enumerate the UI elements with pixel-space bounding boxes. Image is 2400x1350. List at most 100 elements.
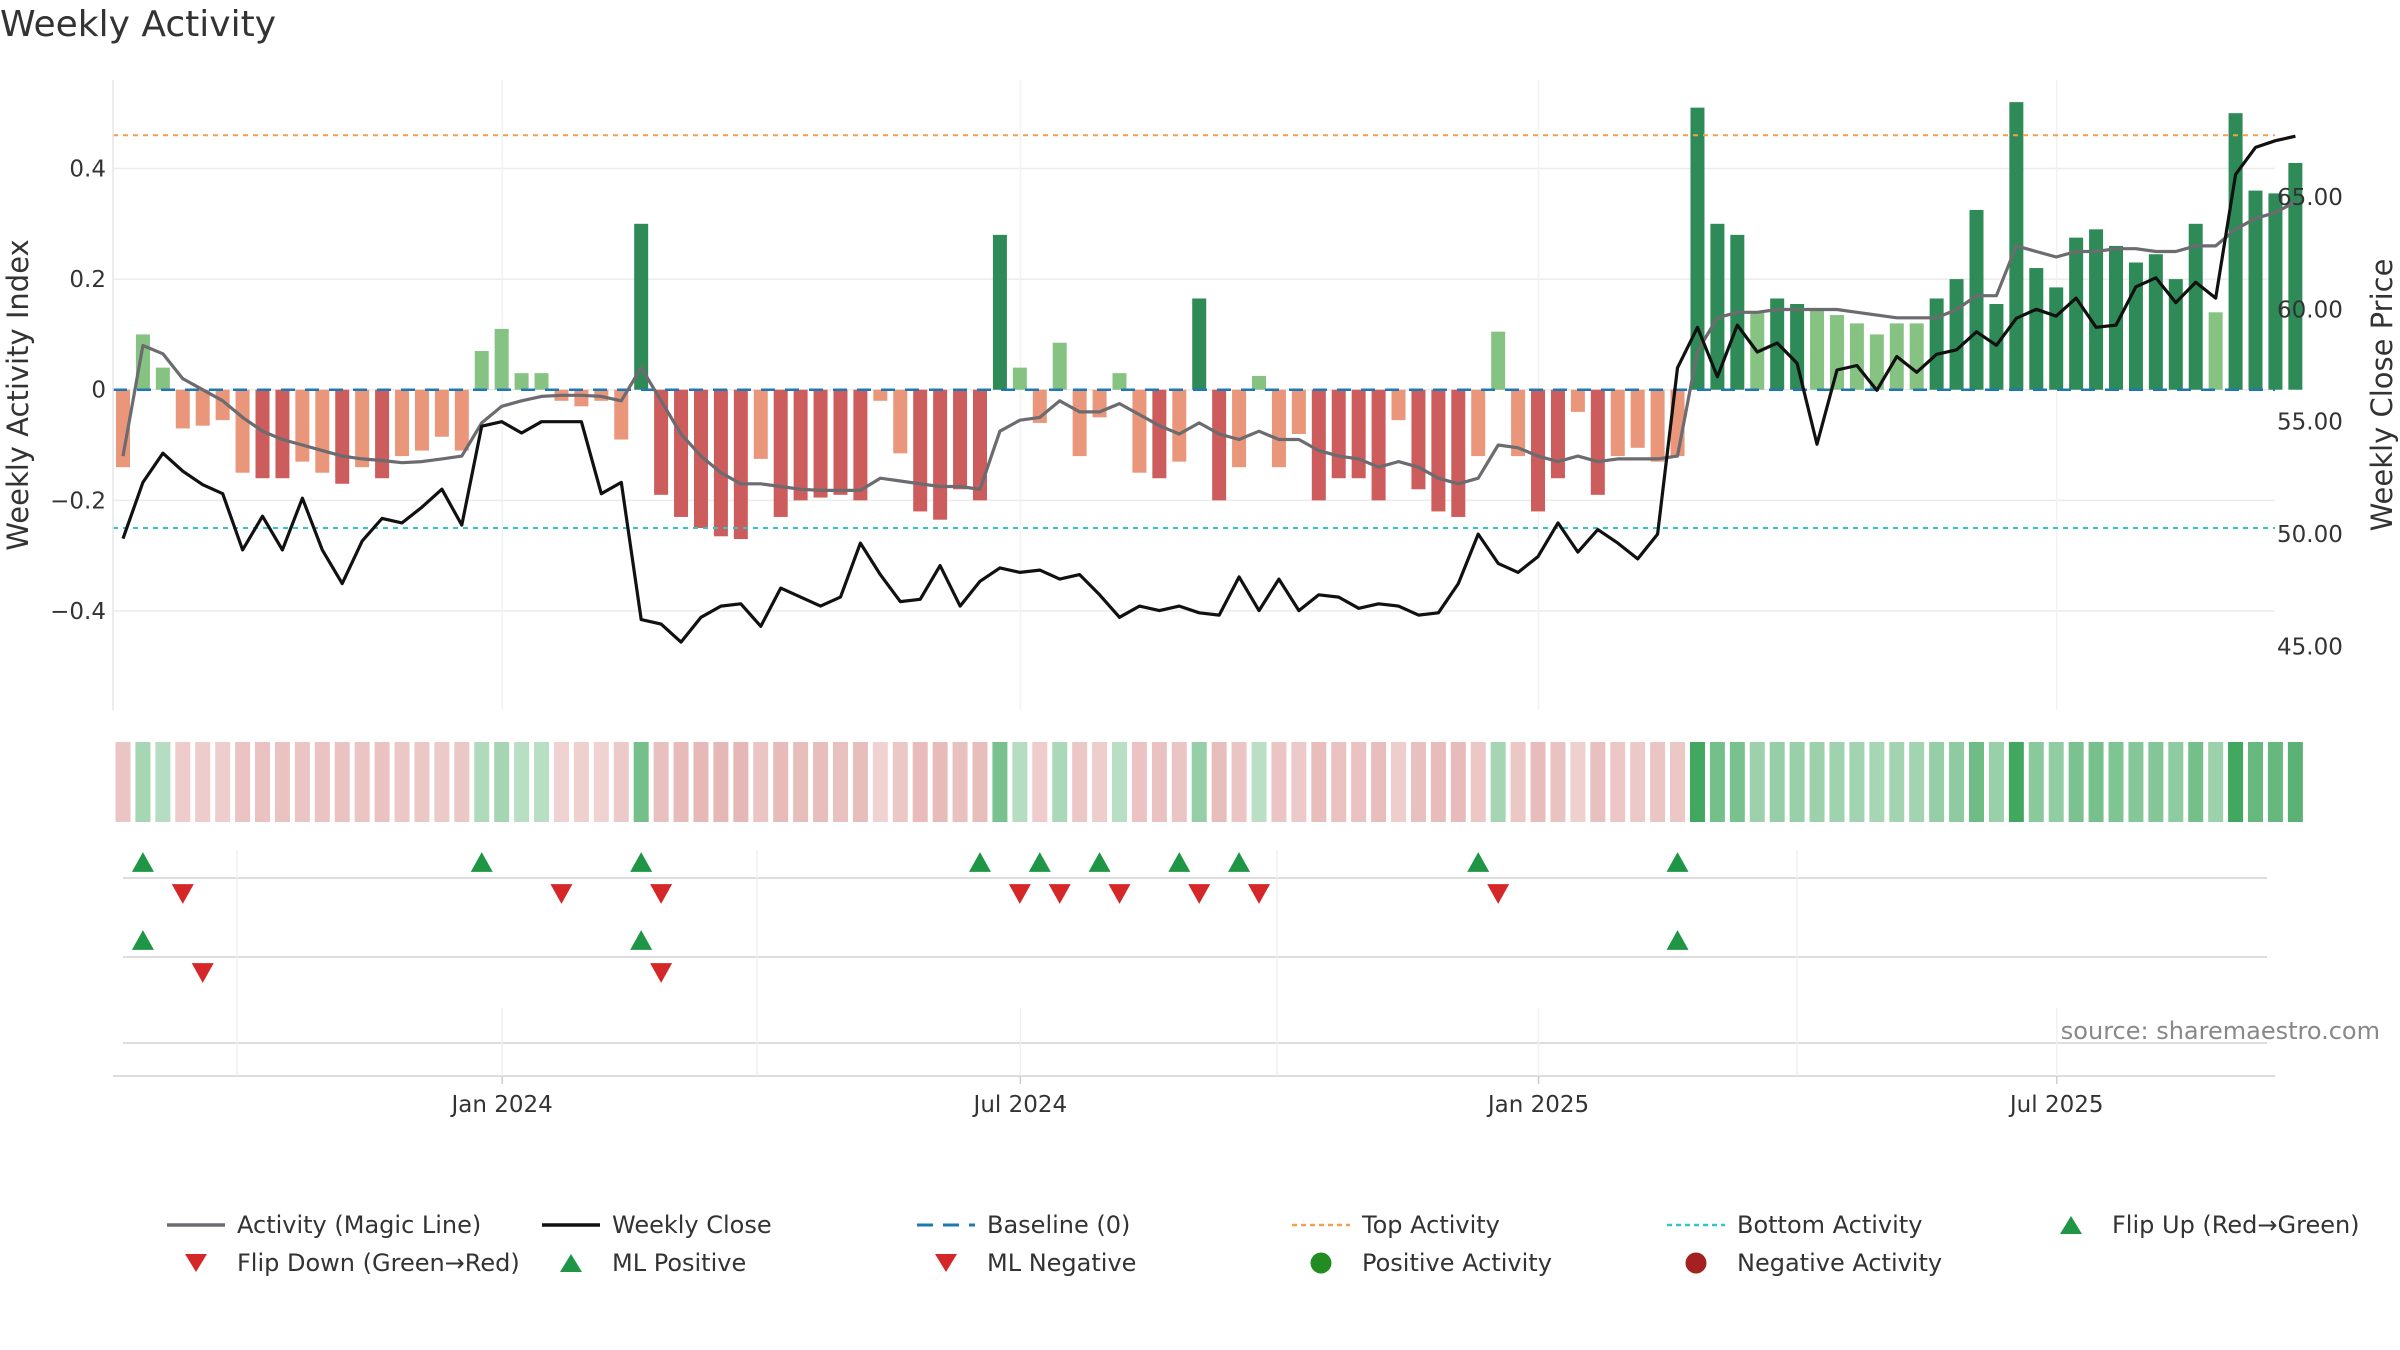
activity-bar bbox=[2168, 279, 2183, 390]
activity-strip-cell bbox=[1689, 742, 1705, 822]
activity-bar bbox=[155, 367, 170, 390]
activity-strip-cell bbox=[1151, 742, 1167, 822]
activity-strip-cell bbox=[1929, 742, 1945, 822]
activity-strip-cell bbox=[793, 742, 809, 822]
activity-strip-cell bbox=[1231, 742, 1247, 822]
activity-strip-cell bbox=[1869, 742, 1885, 822]
activity-strip-cell bbox=[1012, 742, 1028, 822]
activity-bar bbox=[614, 389, 629, 440]
ml-negative-marker bbox=[191, 963, 214, 983]
legend-label: Negative Activity bbox=[1737, 1249, 1942, 1277]
activity-strip-cell bbox=[274, 742, 290, 822]
flip-down-marker bbox=[550, 884, 573, 904]
activity-strip-cell bbox=[573, 742, 589, 822]
activity-strip-cell bbox=[1032, 742, 1048, 822]
activity-strip-cell bbox=[2228, 742, 2244, 822]
activity-bar bbox=[375, 389, 390, 479]
activity-bar bbox=[355, 389, 370, 468]
activity-bar bbox=[1212, 389, 1227, 501]
activity-strip-cell bbox=[813, 742, 829, 822]
flip-up-marker bbox=[470, 852, 493, 872]
activity-strip-cell bbox=[1251, 742, 1267, 822]
activity-bar bbox=[395, 389, 410, 457]
activity-bar bbox=[1810, 309, 1825, 390]
activity-bar bbox=[1550, 389, 1565, 479]
activity-bar bbox=[733, 389, 748, 540]
activity-strip-cell bbox=[434, 742, 450, 822]
activity-bar bbox=[1152, 389, 1167, 479]
activity-bar bbox=[2188, 223, 2203, 390]
activity-bar bbox=[1232, 389, 1247, 468]
activity-bar bbox=[2228, 113, 2243, 390]
activity-strip-cell bbox=[115, 742, 131, 822]
activity-strip-cell bbox=[1530, 742, 1546, 822]
activity-bar bbox=[1690, 107, 1705, 390]
activity-strip-cell bbox=[394, 742, 410, 822]
legend-label: Weekly Close bbox=[612, 1211, 772, 1239]
activity-bar bbox=[1630, 389, 1645, 448]
y-tick-label: 0 bbox=[91, 378, 106, 404]
activity-bar bbox=[793, 389, 808, 501]
activity-strip-cell bbox=[2088, 742, 2104, 822]
activity-bar bbox=[1610, 389, 1625, 457]
activity-bar bbox=[1391, 389, 1406, 421]
activity-strip-cell bbox=[1371, 742, 1387, 822]
y-tick-label: 0.2 bbox=[69, 267, 106, 293]
flip-up-marker bbox=[1666, 852, 1689, 872]
activity-bar bbox=[1271, 389, 1286, 468]
activity-strip-cell bbox=[1510, 742, 1526, 822]
activity-bar bbox=[315, 389, 330, 473]
activity-bar bbox=[1192, 298, 1207, 390]
activity-strip-cell bbox=[872, 742, 888, 822]
activity-strip-cell bbox=[2188, 742, 2204, 822]
activity-strip-cell bbox=[1430, 742, 1446, 822]
activity-strip-cell bbox=[1829, 742, 1845, 822]
activity-bar bbox=[2208, 312, 2223, 390]
activity-strip-cell bbox=[773, 742, 789, 822]
activity-strip-cell bbox=[534, 742, 550, 822]
x-tick-label: Jul 2024 bbox=[972, 1092, 1068, 1118]
flip-up-marker bbox=[1467, 852, 1490, 872]
activity-bar bbox=[634, 223, 649, 390]
activity-bar bbox=[1849, 323, 1864, 390]
flip-down-marker bbox=[1108, 884, 1131, 904]
activity-strip-cell bbox=[1351, 742, 1367, 822]
activity-strip-cell bbox=[2248, 742, 2264, 822]
activity-strip-cell bbox=[2028, 742, 2044, 822]
activity-strip-cell bbox=[1968, 742, 1984, 822]
activity-bar bbox=[1650, 389, 1665, 462]
y-axis-title: Weekly Activity Index bbox=[1, 239, 35, 550]
activity-strip-cell bbox=[314, 742, 330, 822]
activity-bar bbox=[1531, 389, 1546, 512]
activity-bar bbox=[1132, 389, 1147, 473]
ml-positive-marker bbox=[1666, 930, 1689, 950]
activity-bar bbox=[474, 351, 489, 390]
activity-strip-cell bbox=[135, 742, 151, 822]
activity-strip-cell bbox=[1490, 742, 1506, 822]
activity-strip-cell bbox=[952, 742, 968, 822]
y-tick-label: 0.4 bbox=[69, 156, 106, 182]
ml-negative-marker bbox=[650, 963, 673, 983]
activity-bar bbox=[693, 389, 708, 529]
activity-bar bbox=[853, 389, 868, 501]
y2-tick-label: 55.00 bbox=[2277, 410, 2343, 436]
flip-up-marker bbox=[630, 852, 653, 872]
flip-up-marker bbox=[968, 852, 991, 872]
source-label: source: sharemaestro.com bbox=[2061, 1017, 2380, 1045]
activity-bar bbox=[913, 389, 928, 512]
weekly-close-line bbox=[121, 134, 2296, 644]
activity-strip-cell bbox=[673, 742, 689, 822]
activity-strip-cell bbox=[454, 742, 470, 822]
activity-strip-cell bbox=[753, 742, 769, 822]
activity-strip-cell bbox=[2048, 742, 2064, 822]
activity-bar bbox=[1012, 367, 1027, 390]
activity-strip-cell bbox=[1112, 742, 1127, 822]
activity-bar bbox=[1351, 389, 1366, 479]
activity-bar bbox=[2049, 287, 2064, 390]
flip-up-marker bbox=[1088, 852, 1111, 872]
flip-down-marker bbox=[1188, 884, 1211, 904]
legend: Activity (Magic Line) Weekly Close Baselin… bbox=[167, 1211, 2360, 1277]
series-lines bbox=[113, 134, 2297, 644]
legend-label: Top Activity bbox=[1361, 1211, 1500, 1239]
